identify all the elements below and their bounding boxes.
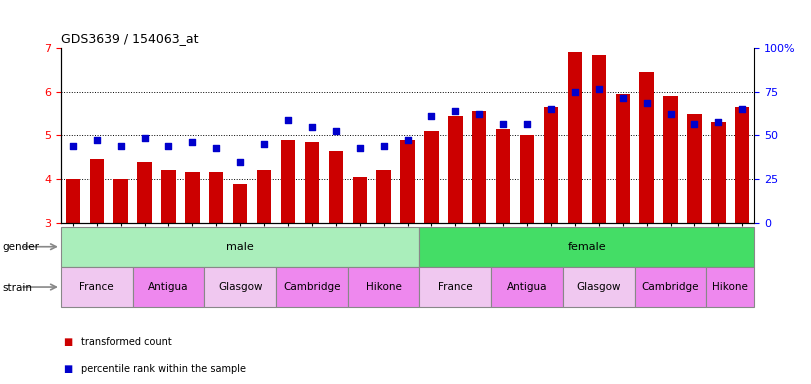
Text: Hikone: Hikone: [366, 282, 401, 292]
Text: Cambridge: Cambridge: [642, 282, 699, 292]
Point: [234, 159, 247, 165]
Bar: [281, 140, 295, 223]
Bar: [544, 107, 558, 223]
Point: [569, 89, 581, 95]
Text: male: male: [226, 242, 254, 252]
Text: GDS3639 / 154063_at: GDS3639 / 154063_at: [61, 32, 199, 45]
Bar: [257, 170, 271, 223]
Bar: [114, 179, 128, 223]
Point: [306, 124, 319, 130]
Bar: [639, 72, 654, 223]
Point: [210, 146, 223, 152]
Bar: [491, 267, 563, 307]
Bar: [448, 116, 462, 223]
Text: Antigua: Antigua: [148, 282, 189, 292]
Point: [425, 113, 438, 119]
Point: [664, 111, 677, 117]
Bar: [401, 140, 414, 223]
Bar: [132, 267, 204, 307]
Point: [90, 137, 103, 143]
Bar: [66, 179, 80, 223]
Bar: [472, 111, 487, 223]
Point: [258, 141, 271, 147]
Point: [162, 143, 175, 149]
Point: [67, 143, 79, 149]
Bar: [305, 142, 319, 223]
Point: [592, 86, 605, 93]
Text: strain: strain: [2, 283, 32, 293]
Bar: [635, 267, 706, 307]
Bar: [276, 267, 348, 307]
Bar: [424, 131, 439, 223]
Text: transformed count: transformed count: [81, 337, 172, 347]
Text: Glasgow: Glasgow: [577, 282, 621, 292]
Point: [616, 95, 629, 101]
Bar: [376, 170, 391, 223]
Bar: [348, 267, 419, 307]
Text: France: France: [79, 282, 114, 292]
Bar: [663, 96, 678, 223]
Text: Hikone: Hikone: [712, 282, 749, 292]
Bar: [496, 129, 510, 223]
Bar: [419, 227, 754, 267]
Bar: [735, 107, 749, 223]
Bar: [616, 94, 630, 223]
Text: Antigua: Antigua: [507, 282, 547, 292]
Point: [448, 108, 461, 114]
Bar: [353, 177, 367, 223]
Bar: [137, 162, 152, 223]
Text: female: female: [568, 242, 606, 252]
Bar: [563, 267, 635, 307]
Text: Glasgow: Glasgow: [218, 282, 263, 292]
Text: France: France: [438, 282, 473, 292]
Bar: [61, 227, 419, 267]
Point: [281, 117, 294, 123]
Point: [640, 99, 653, 106]
Point: [186, 139, 199, 145]
Point: [544, 106, 557, 112]
Bar: [233, 184, 247, 223]
Bar: [711, 122, 726, 223]
Point: [688, 121, 701, 127]
Bar: [706, 267, 754, 307]
Point: [473, 111, 486, 117]
Text: gender: gender: [2, 242, 40, 252]
Point: [736, 106, 749, 112]
Text: ■: ■: [63, 364, 72, 374]
Point: [496, 121, 509, 127]
Text: Cambridge: Cambridge: [283, 282, 341, 292]
Point: [114, 143, 127, 149]
Text: ■: ■: [63, 337, 72, 347]
Bar: [568, 52, 582, 223]
Point: [401, 137, 414, 143]
Bar: [89, 159, 104, 223]
Bar: [520, 136, 534, 223]
Bar: [185, 172, 200, 223]
Point: [521, 121, 534, 127]
Point: [329, 128, 342, 134]
Bar: [204, 267, 276, 307]
Bar: [687, 114, 702, 223]
Bar: [328, 151, 343, 223]
Bar: [161, 170, 176, 223]
Point: [712, 119, 725, 125]
Text: percentile rank within the sample: percentile rank within the sample: [81, 364, 246, 374]
Point: [377, 143, 390, 149]
Point: [138, 134, 151, 141]
Bar: [209, 172, 223, 223]
Bar: [592, 55, 606, 223]
Bar: [419, 267, 491, 307]
Bar: [61, 267, 132, 307]
Point: [354, 146, 367, 152]
